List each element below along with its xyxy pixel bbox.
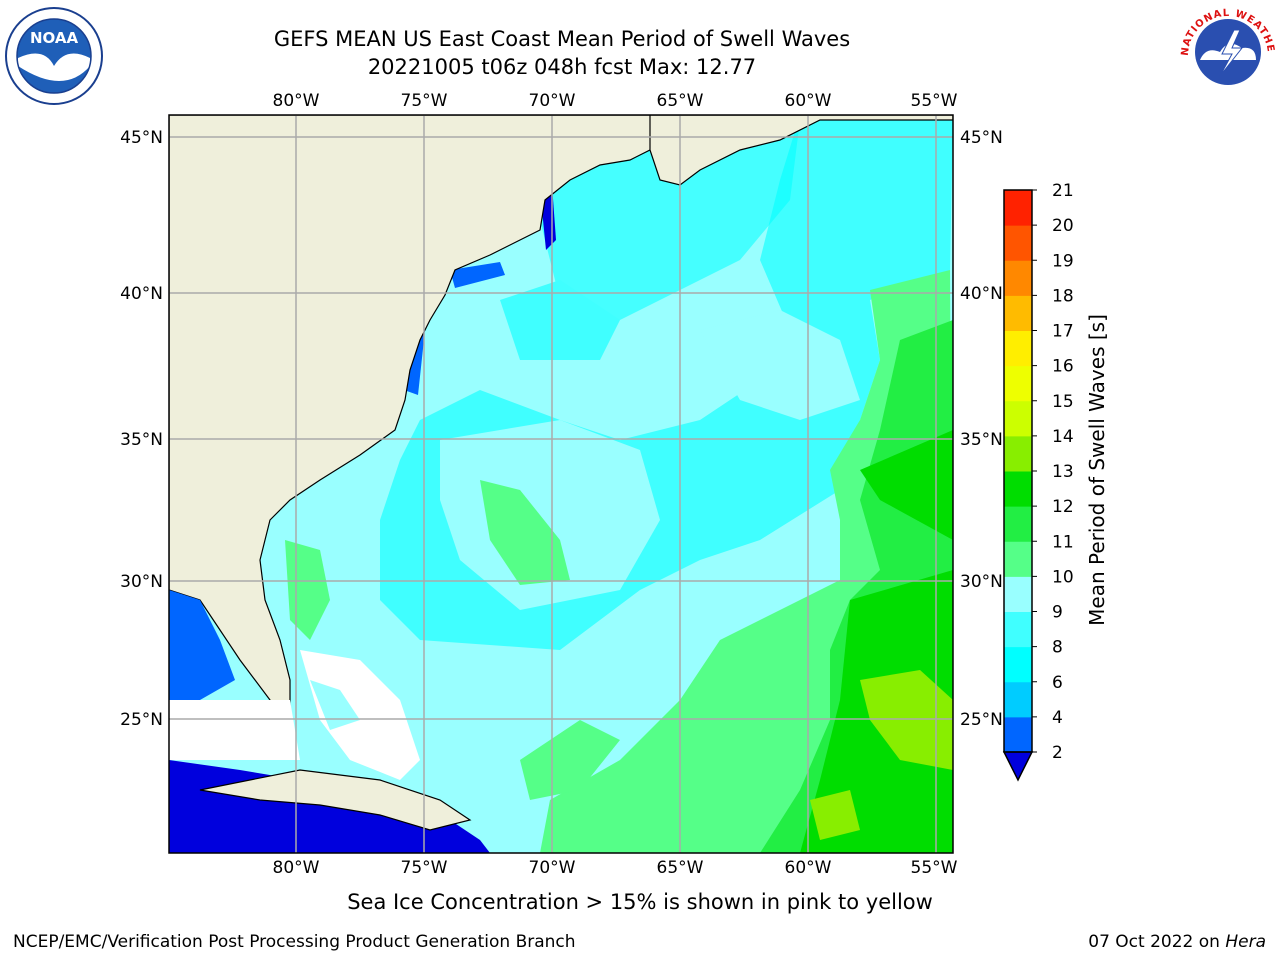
colorbar-swatch	[1004, 435, 1032, 472]
lat-label: 25°N	[120, 710, 163, 730]
sea-ice-note: Sea Ice Concentration > 15% is shown in …	[347, 890, 933, 914]
colorbar-swatch	[1004, 190, 1032, 226]
colorbar-tick-label: 14	[1052, 427, 1074, 447]
colorbar-swatch	[1004, 330, 1032, 367]
colorbar-tick-label: 13	[1052, 462, 1074, 482]
lon-label: 75°W	[401, 858, 448, 878]
colorbar-tick-label: 6	[1052, 673, 1063, 693]
colorbar-tick-label: 2	[1052, 743, 1063, 763]
lon-label: 55°W	[911, 858, 958, 878]
lat-labels-right: 45°N 40°N 35°N 30°N 25°N	[960, 128, 1003, 730]
colorbar-swatch	[1004, 506, 1032, 542]
colorbar-tick-label: 8	[1052, 638, 1063, 658]
lon-label: 55°W	[911, 91, 958, 111]
colorbar-tick-label: 9	[1052, 603, 1063, 623]
colorbar-tick-label: 18	[1052, 286, 1074, 306]
nws-logo: NATIONAL WEATHER SERVICE	[1176, 0, 1277, 101]
colorbar-swatch	[1004, 681, 1032, 718]
lon-labels-top: 80°W 75°W 70°W 65°W 60°W 55°W	[273, 91, 958, 111]
footer-date-text: 07 Oct 2022 on	[1088, 932, 1226, 952]
colorbar-swatch	[1004, 260, 1032, 296]
lat-label: 45°N	[120, 128, 163, 148]
lon-label: 70°W	[529, 858, 576, 878]
map-subtitle: 20221005 t06z 048h fcst Max: 12.77	[367, 55, 757, 79]
colorbar: 2 4 6 8 9 10 11 12 13 14 15 16 17 18 19 20 21	[1002, 181, 1074, 782]
footer-credit: NCEP/EMC/Verification Post Processing Pr…	[13, 932, 576, 952]
lon-labels-bottom: 80°W 75°W 70°W 65°W 60°W 55°W	[273, 858, 958, 878]
lon-label: 70°W	[529, 91, 576, 111]
lon-label: 80°W	[273, 858, 320, 878]
lat-label: 35°N	[120, 430, 163, 450]
noaa-logo: NOAA	[5, 7, 103, 105]
colorbar-tick-label: 12	[1052, 497, 1074, 517]
lon-label: 60°W	[785, 858, 832, 878]
lat-label: 45°N	[960, 128, 1003, 148]
map-graticule	[169, 115, 953, 853]
lat-label: 35°N	[960, 430, 1003, 450]
colorbar-swatch	[1004, 400, 1032, 437]
colorbar-tick-label: 20	[1052, 216, 1074, 236]
lon-label: 65°W	[657, 858, 704, 878]
colorbar-swatch	[1004, 295, 1032, 331]
colorbar-under-arrow	[1002, 751, 1034, 782]
lat-label: 30°N	[120, 572, 163, 592]
lon-label: 80°W	[273, 91, 320, 111]
footer-machine: Hera	[1225, 932, 1266, 952]
colorbar-swatch	[1004, 611, 1032, 648]
colorbar-swatch	[1004, 541, 1032, 577]
noaa-logo-text: NOAA	[30, 29, 79, 47]
lat-label: 40°N	[960, 284, 1003, 304]
lat-labels-left: 45°N 40°N 35°N 30°N 25°N	[120, 128, 163, 730]
colorbar-tick-label: 21	[1052, 181, 1074, 201]
map-field	[169, 115, 953, 853]
footer-date: 07 Oct 2022 on Hera	[1088, 932, 1266, 952]
colorbar-swatch	[1004, 365, 1032, 402]
colorbar-swatch	[1004, 576, 1032, 612]
lat-label: 30°N	[960, 572, 1003, 592]
lat-label: 25°N	[960, 710, 1003, 730]
colorbar-tick-label: 17	[1052, 322, 1074, 342]
lat-label: 40°N	[120, 284, 163, 304]
lon-label: 75°W	[401, 91, 448, 111]
map-frame	[168, 114, 954, 854]
colorbar-swatch	[1004, 716, 1032, 753]
colorbar-title: Mean Period of Swell Waves [s]	[1085, 314, 1109, 626]
colorbar-tick-label: 19	[1052, 251, 1074, 271]
colorbar-swatch	[1004, 646, 1032, 683]
lon-label: 60°W	[785, 91, 832, 111]
colorbar-tick-label: 10	[1052, 567, 1074, 587]
colorbar-tick-label: 11	[1052, 532, 1074, 552]
colorbar-tick-label: 16	[1052, 357, 1074, 377]
colorbar-swatch	[1004, 471, 1032, 507]
lon-label: 65°W	[657, 91, 704, 111]
map-title: GEFS MEAN US East Coast Mean Period of S…	[273, 27, 851, 51]
colorbar-swatch	[1004, 225, 1032, 261]
colorbar-tick-label: 15	[1052, 392, 1074, 412]
colorbar-tick-label: 4	[1052, 708, 1063, 728]
